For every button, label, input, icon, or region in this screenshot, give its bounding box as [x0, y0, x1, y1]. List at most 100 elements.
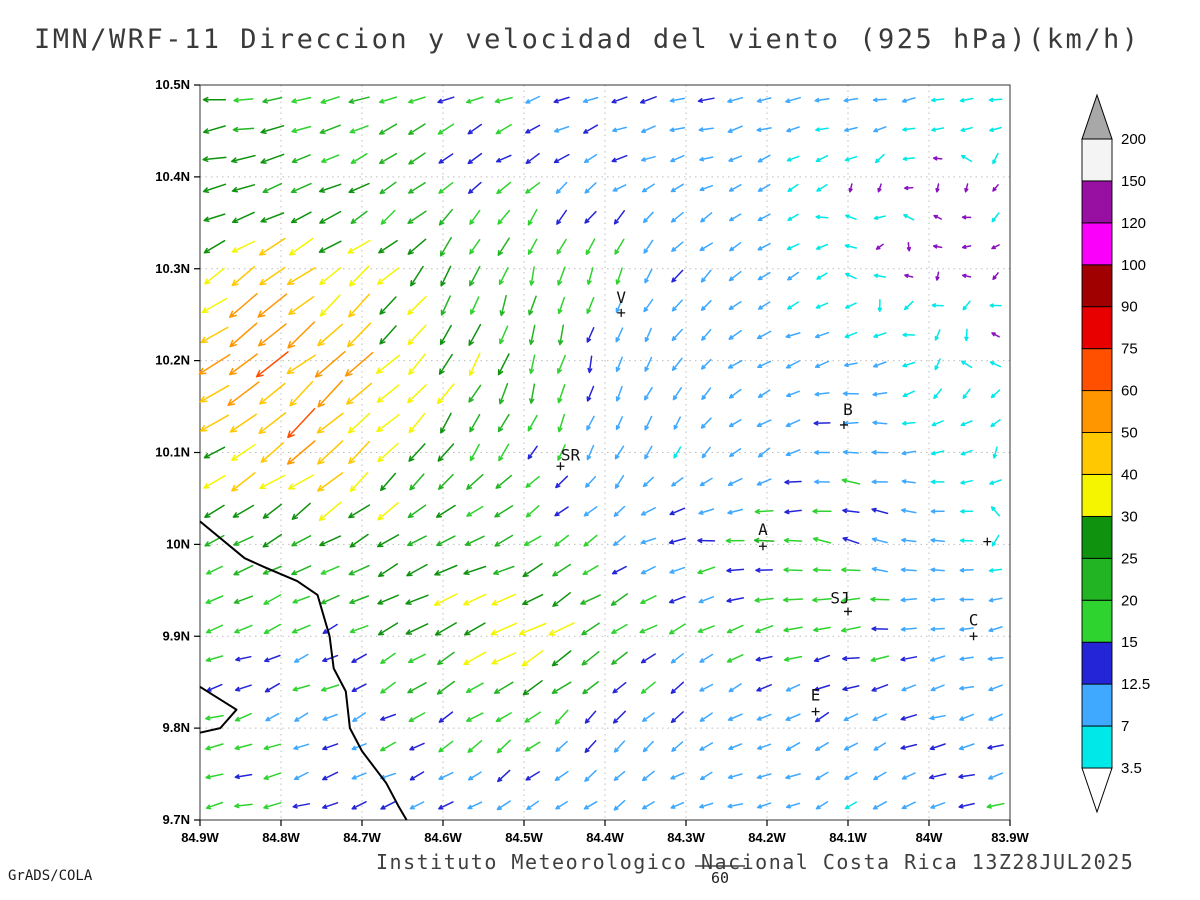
- wind-arrow: [293, 771, 309, 781]
- wind-arrow: [586, 444, 595, 461]
- wind-arrow: [783, 626, 803, 633]
- city-label: SJ: [830, 588, 849, 607]
- wind-arrow: [463, 651, 487, 666]
- x-tick-label: 84.1W: [829, 830, 867, 845]
- wind-arrow: [553, 125, 570, 133]
- wind-arrow: [584, 210, 597, 224]
- wind-arrow: [990, 506, 1001, 517]
- city-label: E: [811, 686, 821, 705]
- wind-arrow: [728, 683, 742, 693]
- wind-arrow: [757, 271, 771, 281]
- wind-arrow: [464, 535, 485, 546]
- wind-arrow: [228, 353, 258, 376]
- wind-arrow: [408, 353, 426, 376]
- wind-arrow: [463, 565, 487, 576]
- wind-arrow: [670, 711, 684, 724]
- wind-arrow: [234, 773, 253, 780]
- wind-arrow: [643, 298, 654, 313]
- wind-arrow: [700, 358, 712, 370]
- wind-arrow: [611, 96, 628, 104]
- wind-arrow: [491, 652, 517, 665]
- wind-arrow: [699, 683, 714, 692]
- wind-arrow: [582, 565, 599, 576]
- wind-arrow: [554, 534, 570, 547]
- wind-arrow: [785, 713, 801, 721]
- wind-arrow: [376, 384, 400, 403]
- wind-arrow: [409, 742, 425, 751]
- wind-arrow: [205, 801, 224, 810]
- wind-arrow: [497, 353, 510, 376]
- y-tick-label: 9.8N: [163, 720, 190, 735]
- wind-arrow: [470, 296, 480, 315]
- wind-arrow: [580, 594, 601, 605]
- wind-arrow: [671, 299, 683, 312]
- wind-arrow: [525, 505, 540, 518]
- wind-arrow: [903, 214, 915, 221]
- wind-arrow: [785, 419, 801, 427]
- wind-arrow: [813, 420, 831, 426]
- wind-arrow: [787, 301, 799, 310]
- wind-arrow: [463, 593, 487, 606]
- wind-arrow: [842, 508, 860, 514]
- wind-arrow: [234, 803, 253, 809]
- wind-arrow: [557, 354, 566, 374]
- wind-arrow: [554, 770, 569, 781]
- wind-arrow: [701, 329, 712, 341]
- wind-arrow: [585, 238, 596, 256]
- wind-arrow: [202, 96, 227, 103]
- wind-arrow: [436, 383, 455, 405]
- wind-arrow: [644, 356, 653, 372]
- wind-arrow: [670, 183, 684, 193]
- wind-arrow: [815, 214, 829, 220]
- wind-arrow: [935, 271, 940, 281]
- wind-arrow: [467, 801, 483, 810]
- wind-arrow: [812, 597, 832, 603]
- reference-vector-value: 60: [711, 869, 729, 887]
- wind-arrow: [203, 125, 226, 134]
- wind-arrow: [611, 651, 628, 665]
- wind-arrow: [989, 126, 1002, 132]
- wind-arrow: [583, 534, 598, 547]
- wind-arrow: [322, 654, 339, 663]
- y-tick-label: 9.9N: [163, 628, 190, 643]
- wind-arrow: [615, 416, 624, 431]
- wind-arrow: [962, 388, 971, 399]
- wind-arrow: [989, 479, 1002, 485]
- wind-arrow: [495, 712, 512, 723]
- wind-arrow: [349, 595, 370, 605]
- wind-arrow: [233, 595, 254, 604]
- wind-arrow: [346, 382, 373, 405]
- wind-arrow: [319, 210, 342, 224]
- colorbar-level-label: 120: [1121, 215, 1146, 232]
- wind-arrow: [814, 711, 830, 723]
- wind-arrow: [408, 712, 426, 723]
- wind-arrow: [961, 273, 972, 278]
- wind-arrow: [700, 212, 713, 223]
- wind-arrow: [756, 773, 772, 780]
- wind-arrow: [527, 208, 538, 226]
- wind-arrow: [757, 389, 771, 399]
- wind-arrow: [930, 479, 945, 485]
- wind-arrow: [814, 479, 830, 485]
- wind-arrow: [586, 415, 595, 431]
- wind-arrow: [522, 563, 543, 578]
- wind-arrow: [698, 508, 715, 515]
- wind-arrow: [870, 655, 890, 663]
- x-tick-label: 84.6W: [424, 830, 462, 845]
- wind-arrow: [469, 265, 481, 287]
- wind-arrow: [813, 684, 831, 692]
- wind-arrow: [583, 801, 598, 810]
- wind-arrow: [757, 183, 771, 192]
- wind-arrow: [727, 359, 743, 369]
- wind-arrow: [930, 684, 945, 692]
- wind-arrow: [351, 653, 367, 664]
- x-tick-label: 84.5W: [505, 830, 543, 845]
- wind-arrow: [437, 123, 455, 135]
- wind-arrow: [901, 801, 916, 810]
- wind-arrow: [874, 153, 885, 164]
- wind-arrow: [669, 507, 686, 516]
- wind-arrow: [611, 154, 628, 163]
- wind-arrow: [845, 214, 857, 220]
- wind-arrow: [959, 656, 974, 662]
- wind-arrow: [844, 362, 858, 368]
